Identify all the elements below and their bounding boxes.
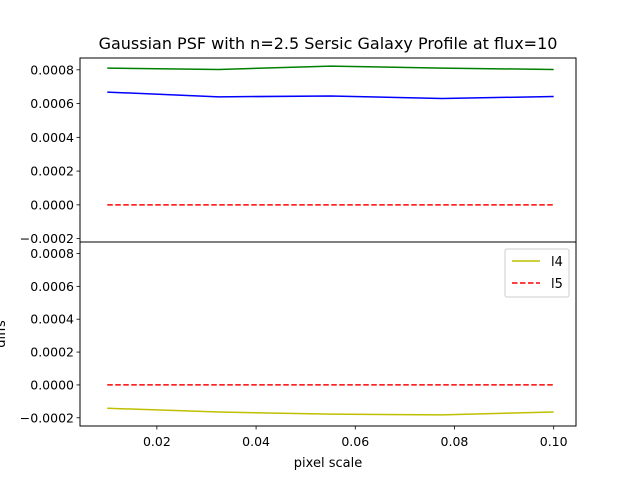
series-line-p0-1 [107,91,554,100]
bottom-panel-frame [79,241,577,427]
y-axis-label: diffs [0,320,9,348]
series-line-p0-0 [107,65,554,71]
y-tick-label: 0.0004 [30,312,74,327]
top-panel: −0.0002 0.0000 0.0002 0.0004 0.0006 0.0008 [20,57,577,246]
y-tick-label: 0.0008 [30,246,74,261]
y-tick-label: 0.0004 [30,130,74,145]
y-tick-label: 0.0002 [30,164,74,179]
y-tick-label: 0.0008 [30,62,74,77]
x-tick-label: 0.02 [143,434,171,449]
x-axis: 0.02 0.04 0.06 0.08 0.10 [143,426,568,449]
series-line-l4 [107,407,554,416]
top-panel-frame [79,57,577,243]
y-tick-label: 0.0006 [30,279,74,294]
x-tick-label: 0.04 [242,434,270,449]
bottom-panel: −0.0002 0.0000 0.0002 0.0004 0.0006 0.0008 l4… [20,241,577,427]
y-tick-label: −0.0002 [20,231,74,246]
chart-title: Gaussian PSF with n=2.5 Sersic Galaxy Pr… [99,34,558,53]
x-axis-label: pixel scale [294,456,362,471]
x-tick-label: 0.10 [540,434,568,449]
y-tick-label: 0.0000 [30,197,74,212]
legend: l4 l5 [504,248,570,298]
x-tick-label: 0.08 [441,434,469,449]
y-tick-label: 0.0002 [30,345,74,360]
x-tick-label: 0.06 [341,434,369,449]
y-tick-label: 0.0006 [30,96,74,111]
y-tick-label: −0.0002 [20,410,74,425]
legend-label-l4: l4 [551,255,563,270]
y-tick-label: 0.0000 [30,377,74,392]
legend-label-l5: l5 [551,277,563,292]
